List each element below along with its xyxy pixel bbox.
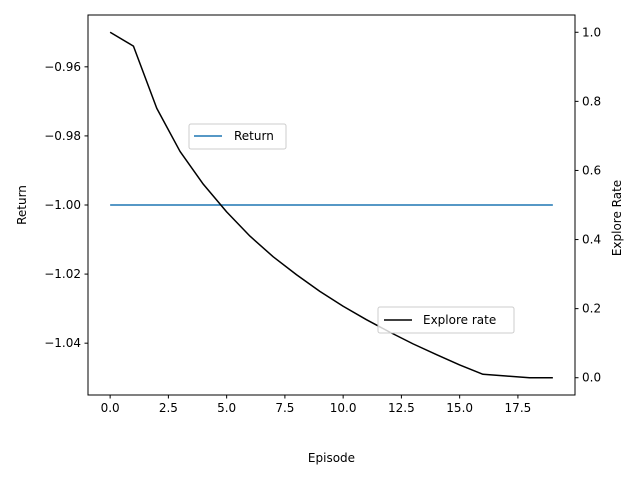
left-y-tick-label: −0.96: [44, 60, 81, 74]
right-y-tick-label: 0.8: [582, 94, 601, 108]
right-y-tick-label: 0.2: [582, 302, 601, 316]
legend-explore-box: [377, 306, 515, 334]
x-tick-label: 15.0: [446, 401, 473, 415]
left-y-axis-label: Return: [15, 185, 29, 225]
legend-return-box: [188, 123, 287, 150]
series-layer: [109, 31, 553, 379]
left-y-tick-label: −1.02: [44, 267, 81, 281]
right-y-axis-label: Explore Rate: [610, 180, 624, 256]
right-y-tick-label: 1.0: [582, 25, 601, 39]
x-tick-label: 0.0: [101, 401, 120, 415]
left-y-tick-label: −1.04: [44, 336, 81, 350]
right-y-tick-label: 0.4: [582, 233, 601, 247]
left-y-axis-ticks: −0.96 −0.98 −1.00 −1.02 −1.04: [44, 60, 88, 350]
legend-return-label: Return: [234, 129, 274, 143]
right-y-axis-ticks: 0.0 0.2 0.4 0.6 0.8 1.0: [575, 25, 601, 385]
plot-frame: [87, 14, 576, 396]
legend-return: Return: [188, 123, 287, 150]
x-tick-label: 17.5: [505, 401, 532, 415]
left-y-tick-label: −1.00: [44, 198, 81, 212]
x-axis-label: Episode: [308, 451, 355, 465]
series-line-explore-rate: [109, 31, 553, 379]
x-axis-ticks: 0.0 2.5 5.0 7.5 10.0 12.5 15.0 17.5: [101, 395, 532, 415]
x-tick-label: 7.5: [275, 401, 294, 415]
right-y-tick-label: 0.6: [582, 163, 601, 177]
x-tick-label: 2.5: [159, 401, 178, 415]
legend-explore-rate: Explore rate: [377, 306, 515, 334]
x-tick-label: 12.5: [388, 401, 415, 415]
left-y-tick-label: −0.98: [44, 129, 81, 143]
legend-explore-rate-label: Explore rate: [423, 313, 496, 327]
x-tick-label: 10.0: [330, 401, 357, 415]
right-y-tick-label: 0.0: [582, 371, 601, 385]
x-tick-label: 5.0: [217, 401, 236, 415]
